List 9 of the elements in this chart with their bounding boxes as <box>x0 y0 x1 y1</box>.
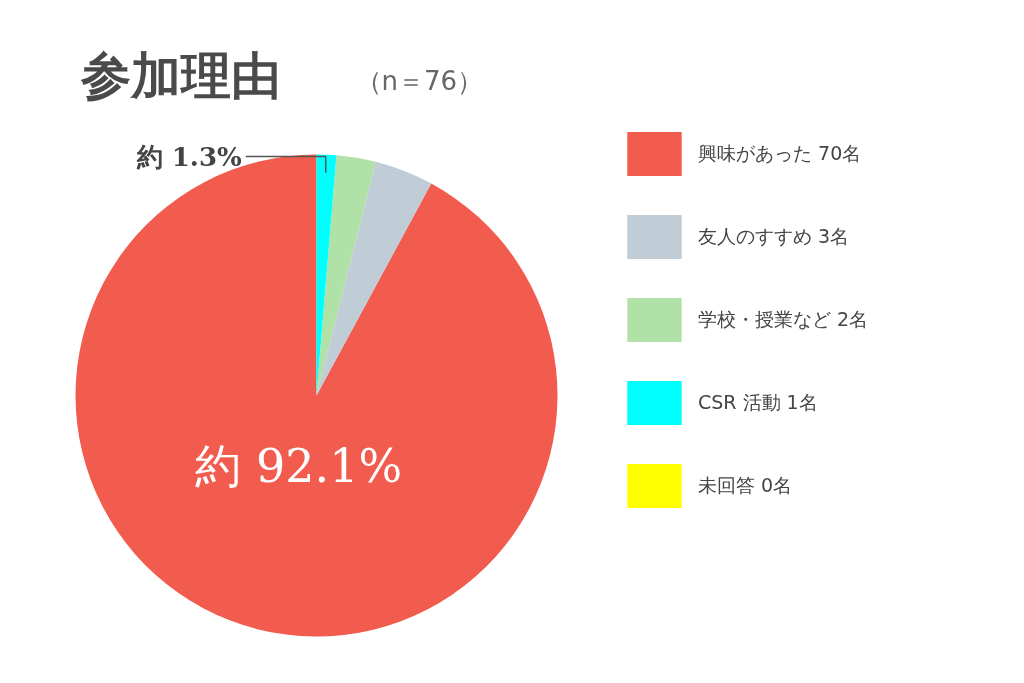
legend-label: 興味があった 70名 <box>698 140 862 166</box>
data-label: 約 1.3% <box>135 141 243 172</box>
legend-label: 友人のすすめ 3名 <box>698 223 850 249</box>
legend-label: 学校・授業など 2名 <box>698 306 869 332</box>
legend-label: CSR 活動 1名 <box>698 389 818 415</box>
legend-label: 未回答 0名 <box>698 472 793 498</box>
chart-subtitle: （n＝76） <box>355 65 484 96</box>
data-label: 約 92.1% <box>195 438 403 493</box>
chart-title: 参加理由 <box>79 46 281 105</box>
